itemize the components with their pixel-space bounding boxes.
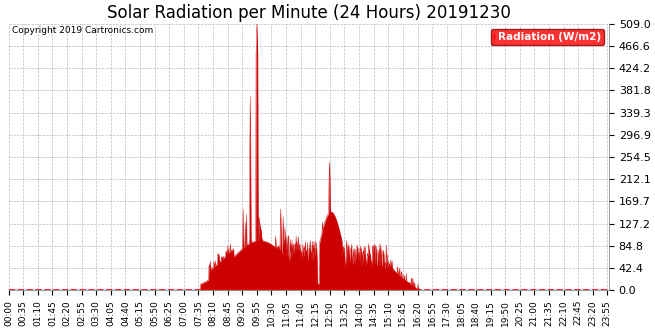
Title: Solar Radiation per Minute (24 Hours) 20191230: Solar Radiation per Minute (24 Hours) 20… [107,4,511,22]
Legend: Radiation (W/m2): Radiation (W/m2) [491,29,604,45]
Text: Copyright 2019 Cartronics.com: Copyright 2019 Cartronics.com [12,26,153,35]
